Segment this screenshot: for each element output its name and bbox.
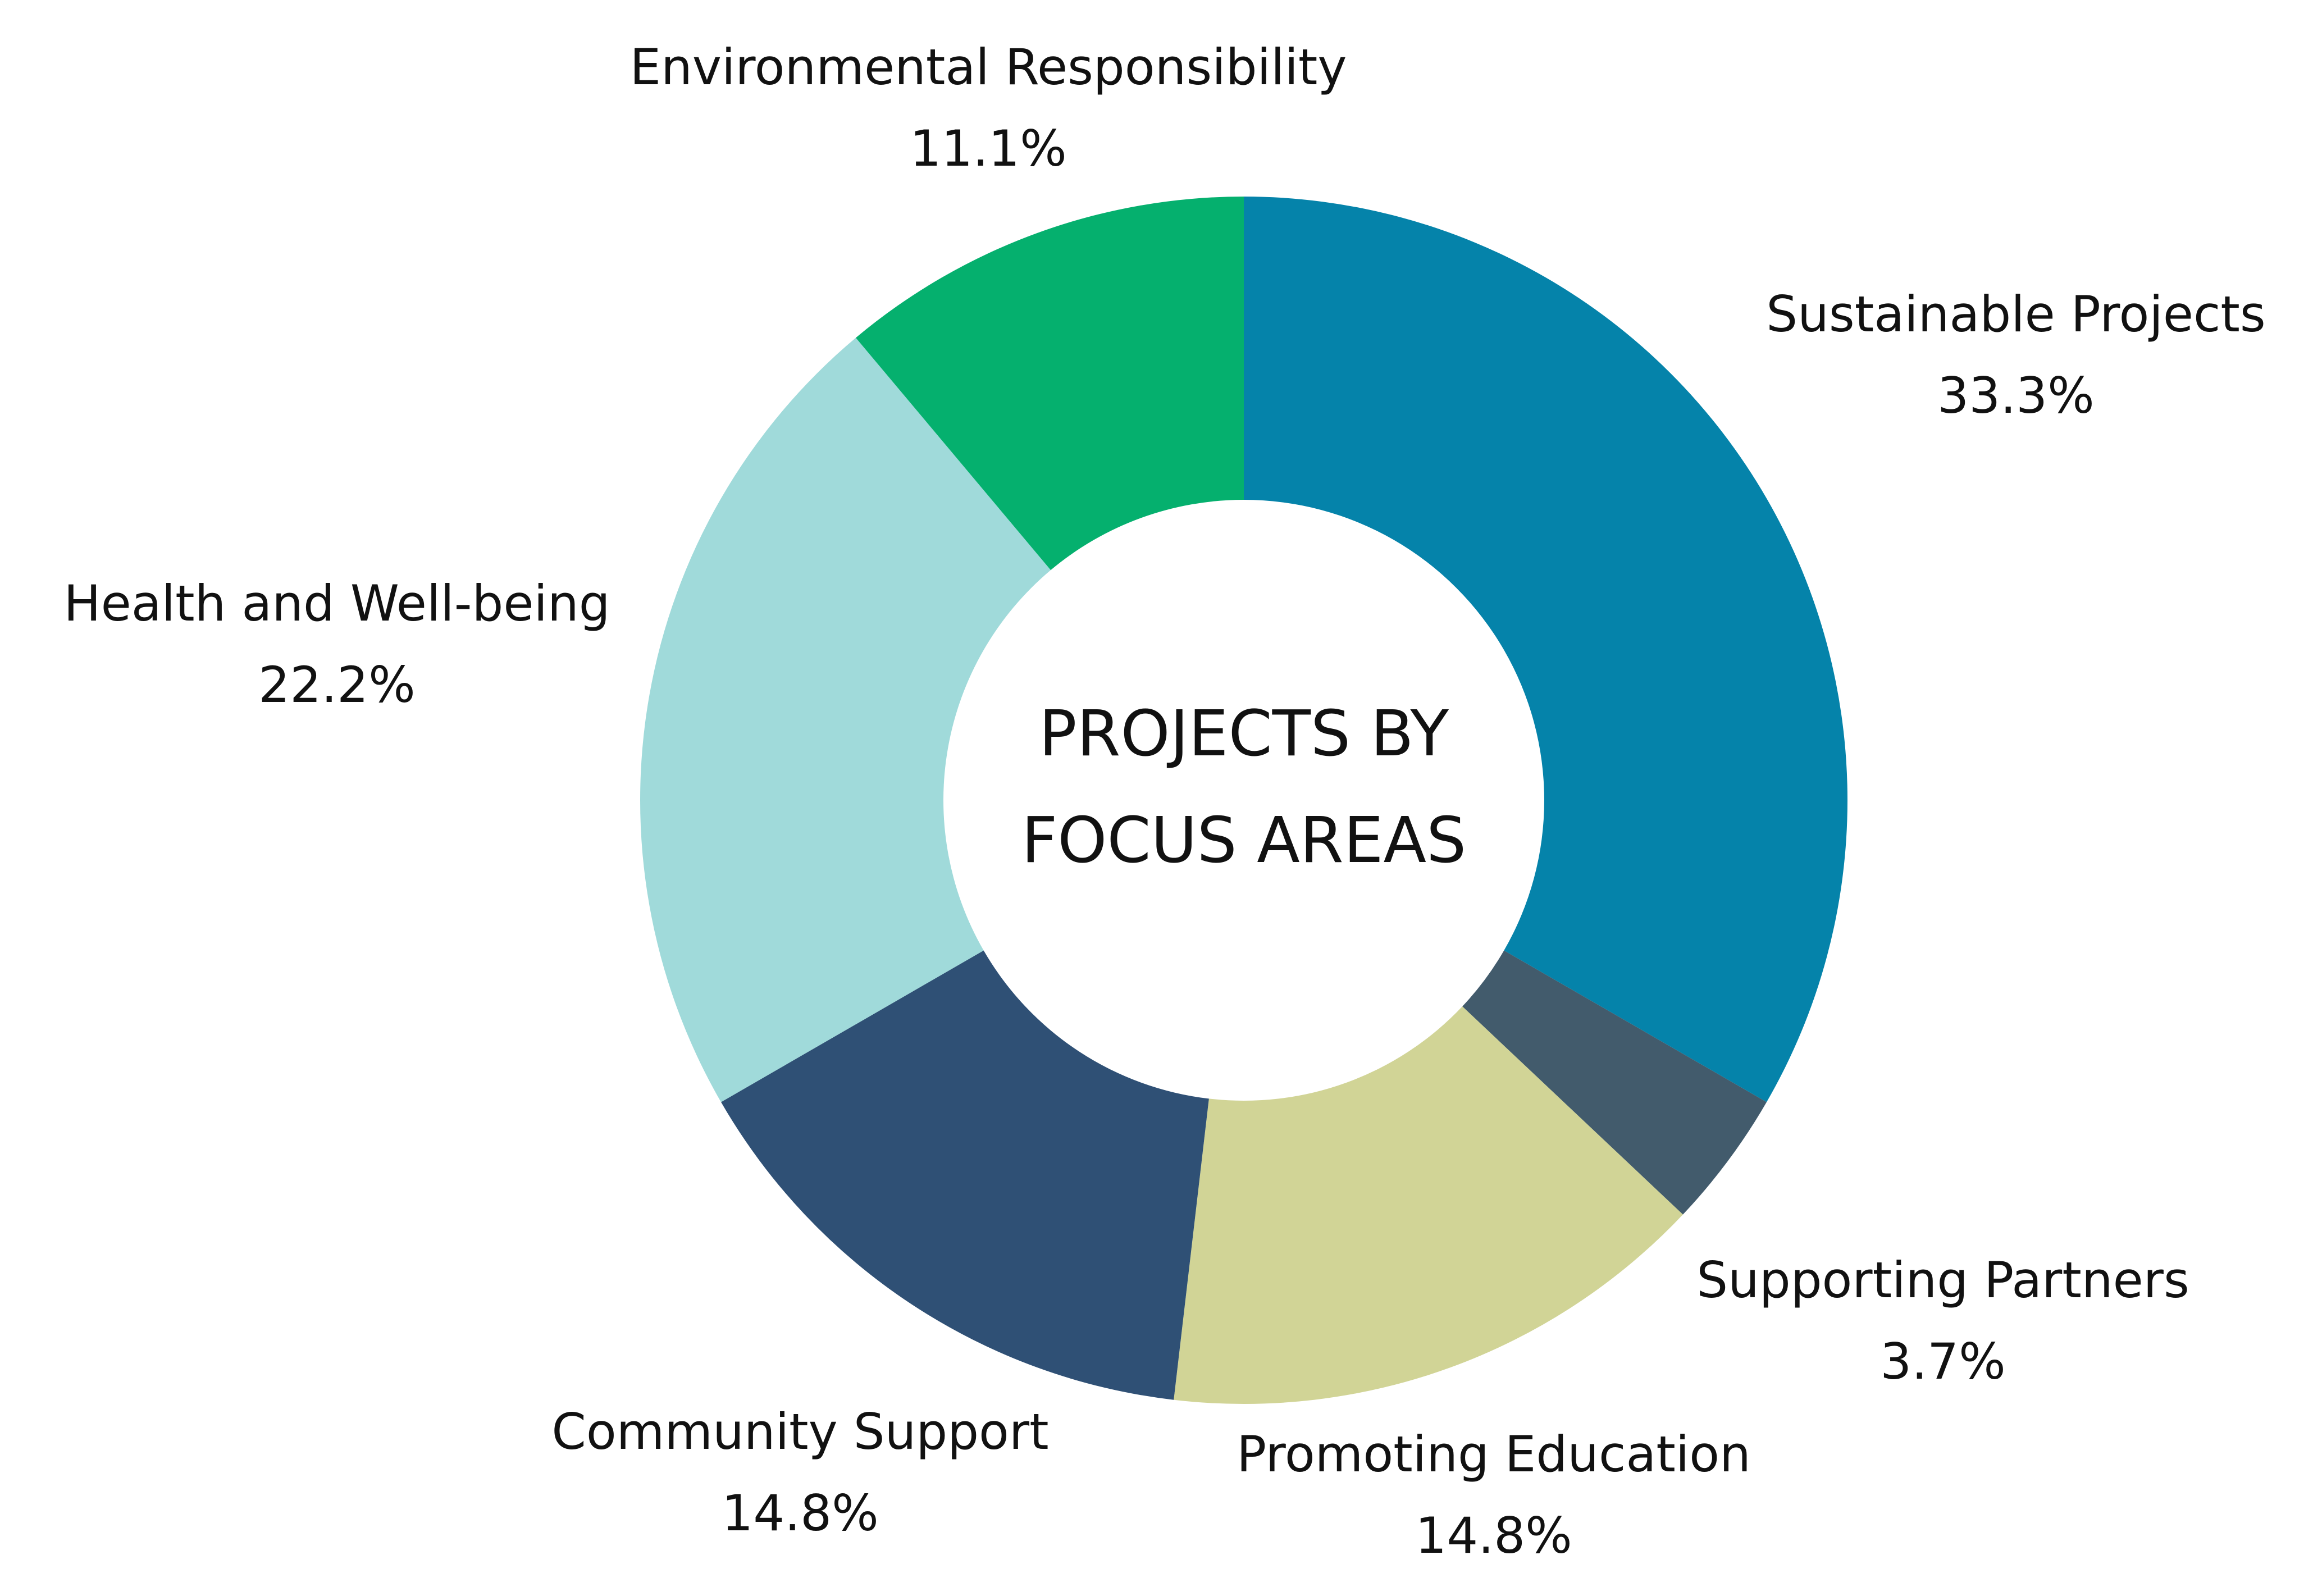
center-title-line-2: FOCUS AREAS	[1021, 804, 1466, 877]
slice-label-sustainable-projects: Sustainable Projects	[1766, 285, 2265, 343]
slice-value-supporting-partners: 3.7%	[1880, 1333, 2006, 1390]
center-title-line-1: PROJECTS BY	[1039, 697, 1449, 770]
slice-health-and-well-being	[640, 338, 1051, 1102]
slice-sustainable-projects	[1244, 197, 1847, 1102]
slice-supporting-partners	[1462, 950, 1767, 1215]
slice-value-environmental-responsibility: 11.1%	[910, 120, 1067, 177]
slice-label-environmental-responsibility: Environmental Responsibility	[630, 38, 1347, 96]
slice-community-support	[721, 950, 1209, 1400]
labels-group: Sustainable Projects 33.3% Supporting Part…	[63, 38, 2265, 1565]
slice-value-health-and-well-being: 22.2%	[258, 656, 416, 714]
slice-value-community-support: 14.8%	[722, 1484, 879, 1542]
slice-label-promoting-education: Promoting Education	[1237, 1425, 1751, 1483]
slice-environmental-responsibility	[856, 197, 1244, 571]
slice-value-promoting-education: 14.8%	[1415, 1507, 1572, 1565]
slice-label-supporting-partners: Supporting Partners	[1696, 1251, 2189, 1309]
slice-value-sustainable-projects: 33.3%	[1937, 367, 2095, 425]
slices-group	[640, 197, 1847, 1404]
slice-label-health-and-well-being: Health and Well-being	[63, 574, 610, 632]
slice-promoting-education	[1174, 1006, 1683, 1404]
slice-label-community-support: Community Support	[551, 1403, 1048, 1461]
